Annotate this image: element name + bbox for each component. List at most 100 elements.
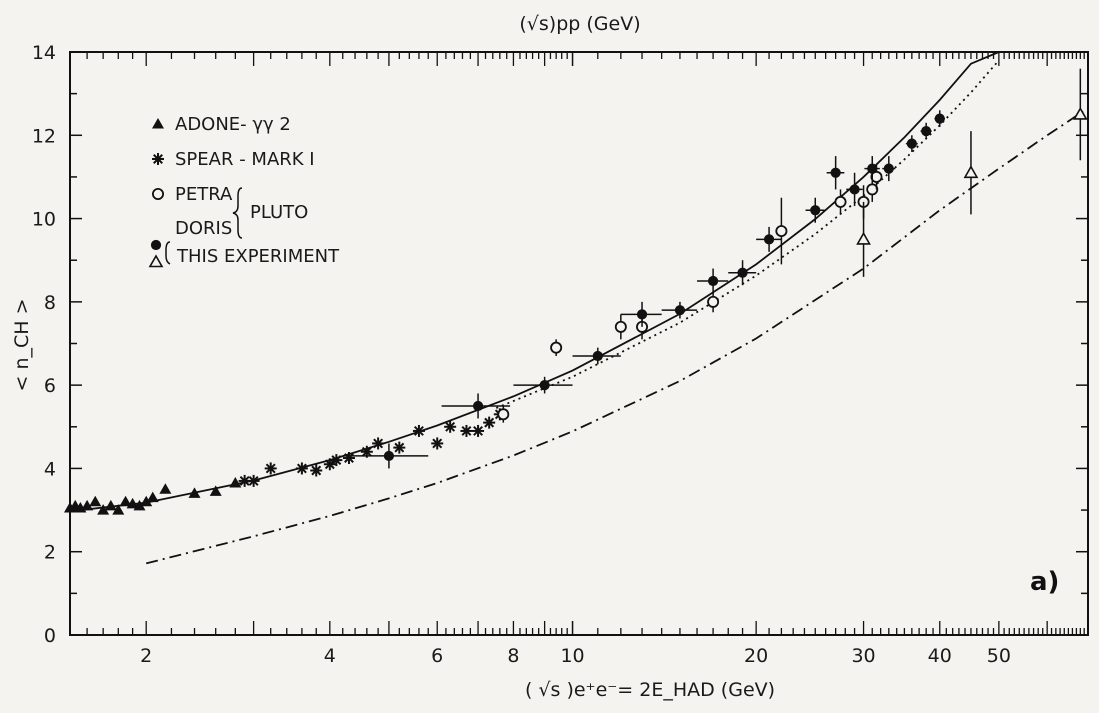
- y-tick-label: 0: [44, 625, 56, 647]
- x-tick-label: 50: [987, 645, 1011, 667]
- axes: 0 2 4 6 8 10 12 14 2 4 6 8 10 20 30 40 50: [32, 42, 1089, 667]
- data-marks: [64, 68, 1088, 515]
- legend: ADONE- γγ 2 SPEAR - MARK I PETRA DORIS PLUTO…: [148, 114, 340, 268]
- data-point: [323, 458, 336, 471]
- x-tick-label: 2: [140, 645, 152, 667]
- data-point: [247, 474, 260, 487]
- data-point: [140, 495, 153, 507]
- legend-label: THIS EXPERIMENT: [176, 246, 340, 267]
- panel-label: a): [1030, 567, 1059, 597]
- data-point: [151, 187, 164, 200]
- star-stroke: [394, 442, 405, 453]
- data-point: [104, 499, 117, 511]
- top-axis-title: (√s)pp (GeV): [519, 13, 640, 35]
- series: [856, 68, 1088, 277]
- data-point: [497, 408, 510, 421]
- data-point: [1072, 106, 1088, 120]
- x-tick-label: 8: [507, 645, 519, 667]
- data-point: [775, 225, 788, 238]
- data-point: [472, 424, 485, 437]
- data-point: [97, 504, 110, 515]
- star-stroke: [265, 463, 276, 474]
- data-point: [148, 254, 164, 268]
- data-point: [372, 437, 385, 450]
- x-tick-label: 20: [744, 645, 768, 667]
- data-point: [412, 424, 425, 437]
- star-stroke: [473, 426, 484, 436]
- star-stroke: [331, 455, 342, 466]
- data-point: [89, 495, 102, 507]
- y-axis-title: < n_CH >: [11, 298, 33, 391]
- star-stroke: [153, 154, 163, 164]
- data-point: [849, 184, 860, 195]
- legend-brace: [232, 187, 243, 239]
- data-point: [674, 305, 686, 316]
- data-point: [856, 231, 871, 245]
- legend-label: DORIS: [175, 218, 232, 239]
- data-point: [737, 267, 748, 278]
- data-point: [188, 487, 201, 498]
- legend-label: PLUTO: [250, 202, 308, 223]
- legend-brace: [165, 241, 171, 265]
- y-tick-label: 8: [44, 292, 56, 314]
- data-point: [707, 295, 720, 308]
- data-point: [146, 491, 159, 503]
- star-stroke: [311, 465, 322, 476]
- data-point: [539, 380, 550, 391]
- legend-label: ADONE- γγ 2: [175, 114, 291, 135]
- data-point: [963, 165, 979, 179]
- series: [238, 408, 506, 487]
- data-point: [834, 195, 847, 208]
- x-tick-label: 4: [324, 645, 336, 667]
- data-point: [150, 239, 162, 251]
- star-stroke: [413, 426, 424, 436]
- legend-label: SPEAR - MARK I: [175, 149, 315, 170]
- curves: [69, 51, 1089, 565]
- x-tick-label: 6: [431, 645, 443, 667]
- data-point: [830, 167, 841, 178]
- data-point: [870, 170, 883, 183]
- data-point: [550, 341, 563, 354]
- data-point: [159, 483, 172, 494]
- star-stroke: [461, 426, 472, 436]
- data-point: [295, 462, 308, 475]
- y-tick-label: 6: [44, 375, 56, 397]
- data-point: [112, 504, 125, 515]
- data-point: [763, 234, 775, 245]
- star-stroke: [445, 421, 456, 432]
- data-point: [229, 477, 242, 488]
- y-tick-label: 12: [32, 125, 56, 147]
- legend-label: PETRA: [175, 184, 233, 205]
- star-stroke: [324, 459, 335, 470]
- data-point: [614, 320, 627, 333]
- star-stroke: [248, 475, 259, 486]
- data-point: [921, 126, 932, 137]
- data-point: [810, 205, 821, 216]
- star-stroke: [361, 446, 372, 457]
- data-point: [81, 499, 94, 511]
- data-point: [866, 183, 879, 196]
- data-point: [431, 437, 444, 450]
- data-point: [592, 350, 603, 362]
- star-stroke: [432, 438, 443, 449]
- star-stroke: [296, 463, 307, 474]
- y-tick-label: 10: [32, 209, 56, 231]
- data-point: [444, 420, 457, 433]
- y-tick-label: 14: [32, 42, 56, 64]
- star-stroke: [484, 417, 495, 428]
- data-point: [310, 464, 323, 477]
- x-tick-label: 40: [928, 645, 952, 667]
- x-tick-label: 10: [560, 645, 584, 667]
- data-point: [152, 118, 164, 129]
- x-tick-label: 30: [851, 645, 875, 667]
- curve-solid: [69, 51, 1000, 513]
- plot-frame: [69, 51, 1089, 636]
- data-point: [264, 462, 277, 475]
- data-point: [460, 424, 473, 437]
- data-point: [934, 113, 945, 124]
- data-point: [209, 485, 222, 496]
- data-point: [906, 138, 917, 149]
- data-point: [133, 499, 146, 511]
- star-stroke: [373, 438, 384, 449]
